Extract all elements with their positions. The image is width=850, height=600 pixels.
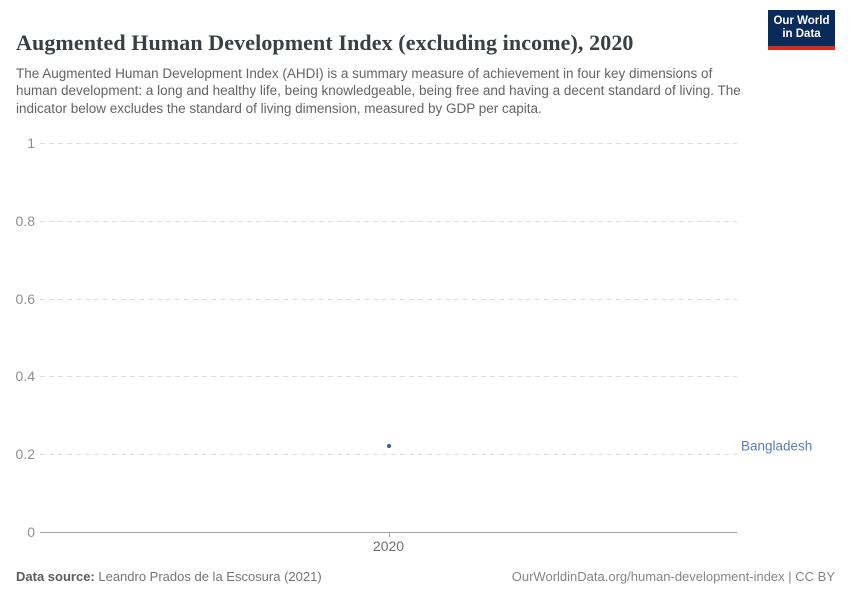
y-gridline: [40, 298, 737, 300]
data-point-bangladesh: [386, 444, 391, 449]
y-axis-tick-label: 0.8: [15, 212, 35, 229]
data-source-label: Data source:: [16, 569, 95, 584]
y-axis-tick-label: 0: [27, 524, 35, 540]
y-axis-tick-label: 0.6: [15, 290, 35, 307]
y-gridline: [40, 454, 737, 456]
logo-text-line2: in Data: [782, 28, 821, 40]
y-axis-tick-label: 0.2: [15, 446, 35, 463]
logo-text-line1: Our World: [773, 15, 830, 27]
x-axis-tick: [388, 532, 390, 537]
entity-label: Bangladesh: [741, 438, 813, 454]
owid-logo: Our World in Data: [768, 10, 835, 50]
y-axis-tick-label: 1: [27, 135, 35, 151]
y-gridline: [40, 376, 737, 378]
data-source-value: Leandro Prados de la Escosura (2021): [94, 569, 322, 584]
y-axis-tick-label: 0.4: [15, 368, 35, 385]
license-and-url-text: OurWorldinData.org/human-development-ind…: [511, 569, 835, 584]
data-source: Data source: Leandro Prados de la Escosu…: [16, 569, 322, 585]
page-title: Augmented Human Development Index (exclu…: [16, 29, 634, 55]
y-gridline: [40, 220, 737, 222]
y-gridline: [40, 143, 737, 144]
x-axis-tick-label: 2020: [372, 538, 405, 554]
chart-subtitle: The Augmented Human Development Index (A…: [16, 65, 741, 117]
